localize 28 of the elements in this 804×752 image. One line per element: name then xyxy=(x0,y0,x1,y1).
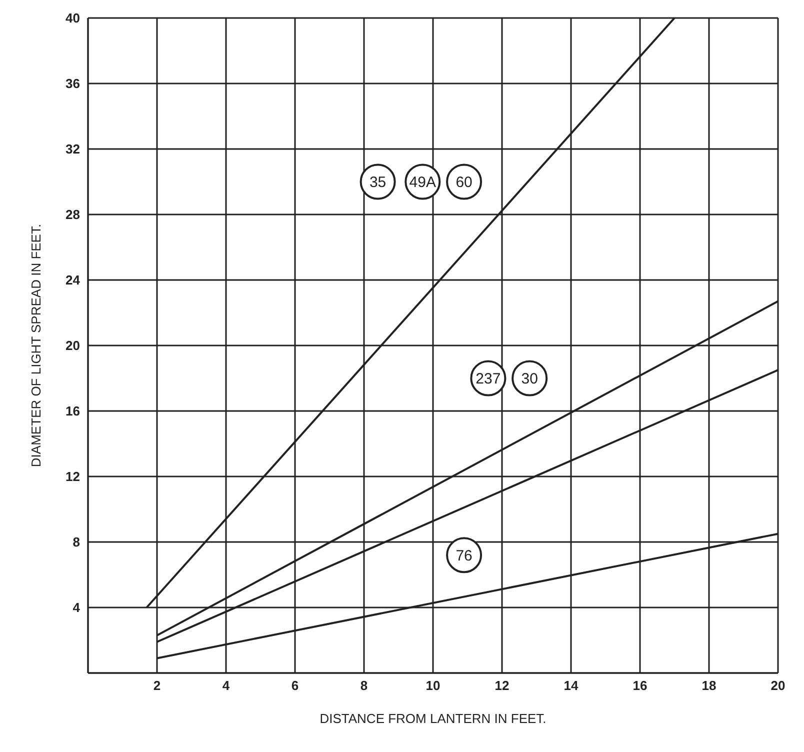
x-axis-title: DISTANCE FROM LANTERN IN FEET. xyxy=(320,711,546,726)
annotation: 30 xyxy=(521,370,538,388)
x-tick-label: 8 xyxy=(360,678,368,694)
y-tick-label: 12 xyxy=(66,469,80,484)
x-tick-label: 10 xyxy=(426,678,440,694)
y-tick-label: 28 xyxy=(66,207,80,222)
y-tick-label: 20 xyxy=(66,338,80,354)
y-tick-label: 8 xyxy=(72,534,80,550)
y-tick-label: 4 xyxy=(72,600,81,616)
annotation: 35 xyxy=(369,174,386,192)
annotation: 76 xyxy=(456,547,472,564)
y-tick-label: 32 xyxy=(66,142,80,157)
annotation: 49A xyxy=(409,174,436,192)
x-tick-label: 12 xyxy=(494,678,510,694)
y-tick-label: 36 xyxy=(66,76,80,92)
x-tick-label: 14 xyxy=(564,678,579,694)
x-tick-label: 6 xyxy=(291,678,299,694)
x-tick-label: 2 xyxy=(153,678,161,694)
y-tick-label: 24 xyxy=(66,272,81,288)
annotation: 60 xyxy=(456,174,472,192)
y-tick-label: 16 xyxy=(66,404,80,419)
x-tick-label: 4 xyxy=(222,678,230,694)
y-axis-title: DIAMETER OF LIGHT SPREAD IN FEET. xyxy=(28,224,44,468)
y-tick-label: 40 xyxy=(66,10,80,26)
x-tick-label: 20 xyxy=(770,678,786,694)
x-tick-label: 18 xyxy=(702,678,716,694)
annotation: 237 xyxy=(476,370,501,388)
x-tick-label: 16 xyxy=(632,678,648,694)
